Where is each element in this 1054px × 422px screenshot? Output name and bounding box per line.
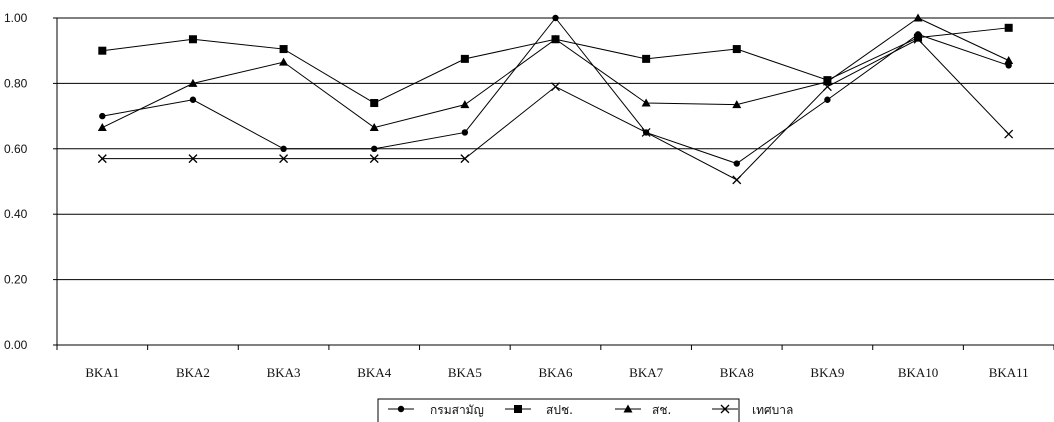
data-point <box>98 123 107 131</box>
legend-label: เทศบาล <box>752 403 793 417</box>
series-triangle <box>98 14 1013 132</box>
data-point <box>462 129 468 135</box>
data-point <box>733 176 741 184</box>
grid-lines <box>57 18 1054 345</box>
data-point <box>370 99 378 107</box>
y-tick-label: 1.00 <box>4 11 28 25</box>
data-point <box>824 97 830 103</box>
y-tick-label: 0.20 <box>4 273 28 287</box>
data-point <box>280 45 288 53</box>
y-axis: 0.00 0.20 0.40 0.60 0.80 1.00 <box>4 11 57 352</box>
series-line <box>102 39 1008 180</box>
data-point <box>734 160 740 166</box>
data-point <box>99 113 105 119</box>
x-tick-label: BKA6 <box>539 365 573 380</box>
data-point <box>642 99 651 107</box>
series-group <box>98 14 1013 184</box>
data-point <box>189 35 197 43</box>
data-point <box>279 58 288 66</box>
data-point <box>552 15 558 21</box>
y-tick-label: 0.60 <box>4 142 28 156</box>
legend: กรมสามัญ สปช. สช. เทศบาล <box>378 399 793 422</box>
x-axis: BKA1 BKA2 BKA3 BKA4 BKA5 BKA6 BKA7 BKA8 BKA9 BKA1… <box>57 345 1054 380</box>
series-line <box>102 18 1008 128</box>
data-point <box>371 146 377 152</box>
x-tick-label: BKA7 <box>629 365 663 380</box>
data-point <box>1004 56 1013 64</box>
data-point <box>733 45 741 53</box>
data-point <box>1005 24 1013 32</box>
data-point <box>642 55 650 63</box>
x-tick-label: BKA1 <box>85 365 119 380</box>
legend-label: กรมสามัญ <box>430 403 484 417</box>
x-tick-label: BKA11 <box>989 365 1029 380</box>
y-tick-label: 0.00 <box>4 338 28 352</box>
x-tick-label: BKA4 <box>357 365 391 380</box>
data-point <box>460 100 469 108</box>
y-tick-label: 0.40 <box>4 207 28 221</box>
legend-label: สช. <box>652 403 671 417</box>
data-point <box>461 55 469 63</box>
legend-marker-circle-icon <box>398 406 404 412</box>
data-point <box>98 47 106 55</box>
x-tick-label: BKA9 <box>810 365 844 380</box>
x-tick-label: BKA2 <box>176 365 210 380</box>
legend-label: สปช. <box>546 403 573 417</box>
y-tick-label: 0.80 <box>4 76 28 90</box>
x-tick-label: BKA3 <box>267 365 301 380</box>
data-point <box>190 97 196 103</box>
data-point <box>280 146 286 152</box>
x-tick-label: BKA10 <box>898 365 938 380</box>
legend-marker-square-icon <box>514 405 522 413</box>
x-tick-label: BKA5 <box>448 365 482 380</box>
x-tick-label: BKA8 <box>720 365 754 380</box>
data-point <box>1005 130 1013 138</box>
